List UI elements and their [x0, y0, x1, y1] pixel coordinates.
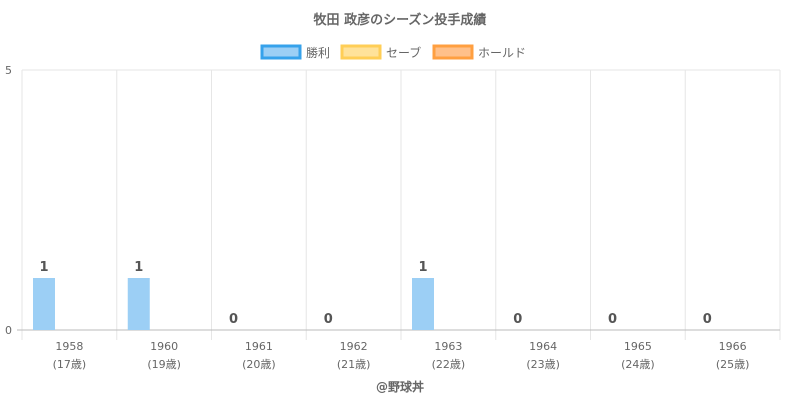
bar-1960: [127, 278, 150, 330]
y-axis: 05: [5, 64, 12, 337]
data-label: 0: [229, 312, 238, 327]
data-label: 1: [418, 260, 427, 275]
legend-label-1: セーブ: [386, 45, 421, 60]
x-tick-label: 1958: [55, 340, 83, 353]
data-label: 1: [39, 260, 48, 275]
data-label: 0: [703, 312, 712, 327]
x-tick-sublabel: (24歳): [621, 358, 655, 371]
x-tick-label: 1960: [150, 340, 178, 353]
legend-swatch-2: [432, 44, 474, 60]
x-tick-sublabel: (25歳): [716, 358, 750, 371]
legend-swatch-1: [340, 44, 382, 60]
legend-swatch-0: [260, 44, 302, 60]
x-tick-sublabel: (17歳): [53, 358, 87, 371]
x-tick-sublabel: (19歳): [147, 358, 181, 371]
x-tick-sublabel: (22歳): [432, 358, 466, 371]
bar-1958: [33, 278, 55, 330]
x-tick-label: 1964: [529, 340, 557, 353]
y-tick-label: 0: [5, 324, 12, 337]
x-tick-label: 1965: [624, 340, 652, 353]
data-label: 1: [134, 260, 143, 275]
legend-label-0: 勝利: [306, 45, 330, 60]
x-tick-label: 1962: [340, 340, 368, 353]
data-label: 0: [324, 312, 333, 327]
legend: 勝利 セーブ ホールド: [260, 44, 526, 60]
x-tick-label: 1961: [245, 340, 273, 353]
footer-credit: @野球丼: [376, 379, 424, 394]
chart-title: 牧田 政彦のシーズン投手成績: [314, 12, 487, 28]
data-label: 0: [513, 312, 522, 327]
x-tick-sublabel: (21歳): [337, 358, 371, 371]
legend-label-2: ホールド: [478, 46, 526, 60]
x-tick-sublabel: (20歳): [242, 358, 276, 371]
x-axis: 1958 (17歳) 1960 (19歳) 1961 (20歳) 1962 (21歳) 1963…: [53, 340, 750, 371]
data-label: 0: [608, 312, 617, 327]
bar-1963: [412, 278, 434, 330]
data-labels: 1 1 0 0 1 0 0 0: [39, 260, 711, 327]
x-tick-sublabel: (23歳): [526, 358, 560, 371]
y-tick-label: 5: [5, 64, 12, 77]
x-tick-label: 1963: [434, 340, 462, 353]
x-tick-label: 1966: [719, 340, 747, 353]
bars: [33, 278, 434, 330]
